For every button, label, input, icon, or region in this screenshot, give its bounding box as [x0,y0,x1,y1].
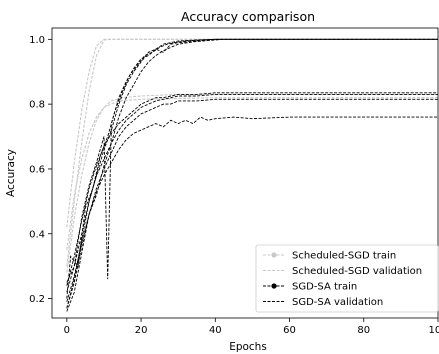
series-line-8 [66,98,438,309]
series-line-2 [66,93,438,273]
x-axis: 0 20 40 60 80 100 [64,318,439,336]
x-tick-label: 0 [64,325,70,336]
y-tick-label: 0.8 [29,100,45,111]
series-line-0 [66,38,438,267]
y-axis-label: Accuracy [5,149,17,197]
x-tick-label: 100 [428,325,439,336]
legend-label: SGD-SA validation [292,297,383,308]
y-axis: 0.2 0.4 0.6 0.8 1.0 [29,35,52,305]
legend: Scheduled-SGD train Scheduled-SGD validat… [255,244,439,313]
legend-label: Scheduled-SGD validation [292,266,422,277]
y-tick-label: 0.6 [29,164,45,175]
x-tick-label: 60 [283,325,296,336]
legend-swatch-marker [271,252,277,258]
series-line-3 [66,97,438,251]
series-line-7 [66,38,438,312]
legend-box [255,244,439,313]
x-axis-label: Epochs [229,341,267,353]
series-line-11 [66,92,438,286]
series-layer [66,38,438,312]
y-tick-label: 0.4 [29,229,45,240]
legend-label: SGD-SA train [292,282,357,293]
legend-swatch-marker [271,283,277,289]
series-line-9 [66,93,438,293]
x-tick-label: 20 [135,325,148,336]
series-line-6 [66,38,438,299]
y-tick-label: 0.2 [29,294,45,305]
series-line-1 [66,38,438,228]
legend-label: Scheduled-SGD train [292,251,396,262]
x-tick-label: 40 [209,325,222,336]
y-tick-label: 1.0 [29,35,45,46]
x-tick-label: 80 [357,325,370,336]
chart-title: Accuracy comparison [181,9,315,24]
plot-frame [51,27,439,319]
series-line-10 [66,116,438,302]
